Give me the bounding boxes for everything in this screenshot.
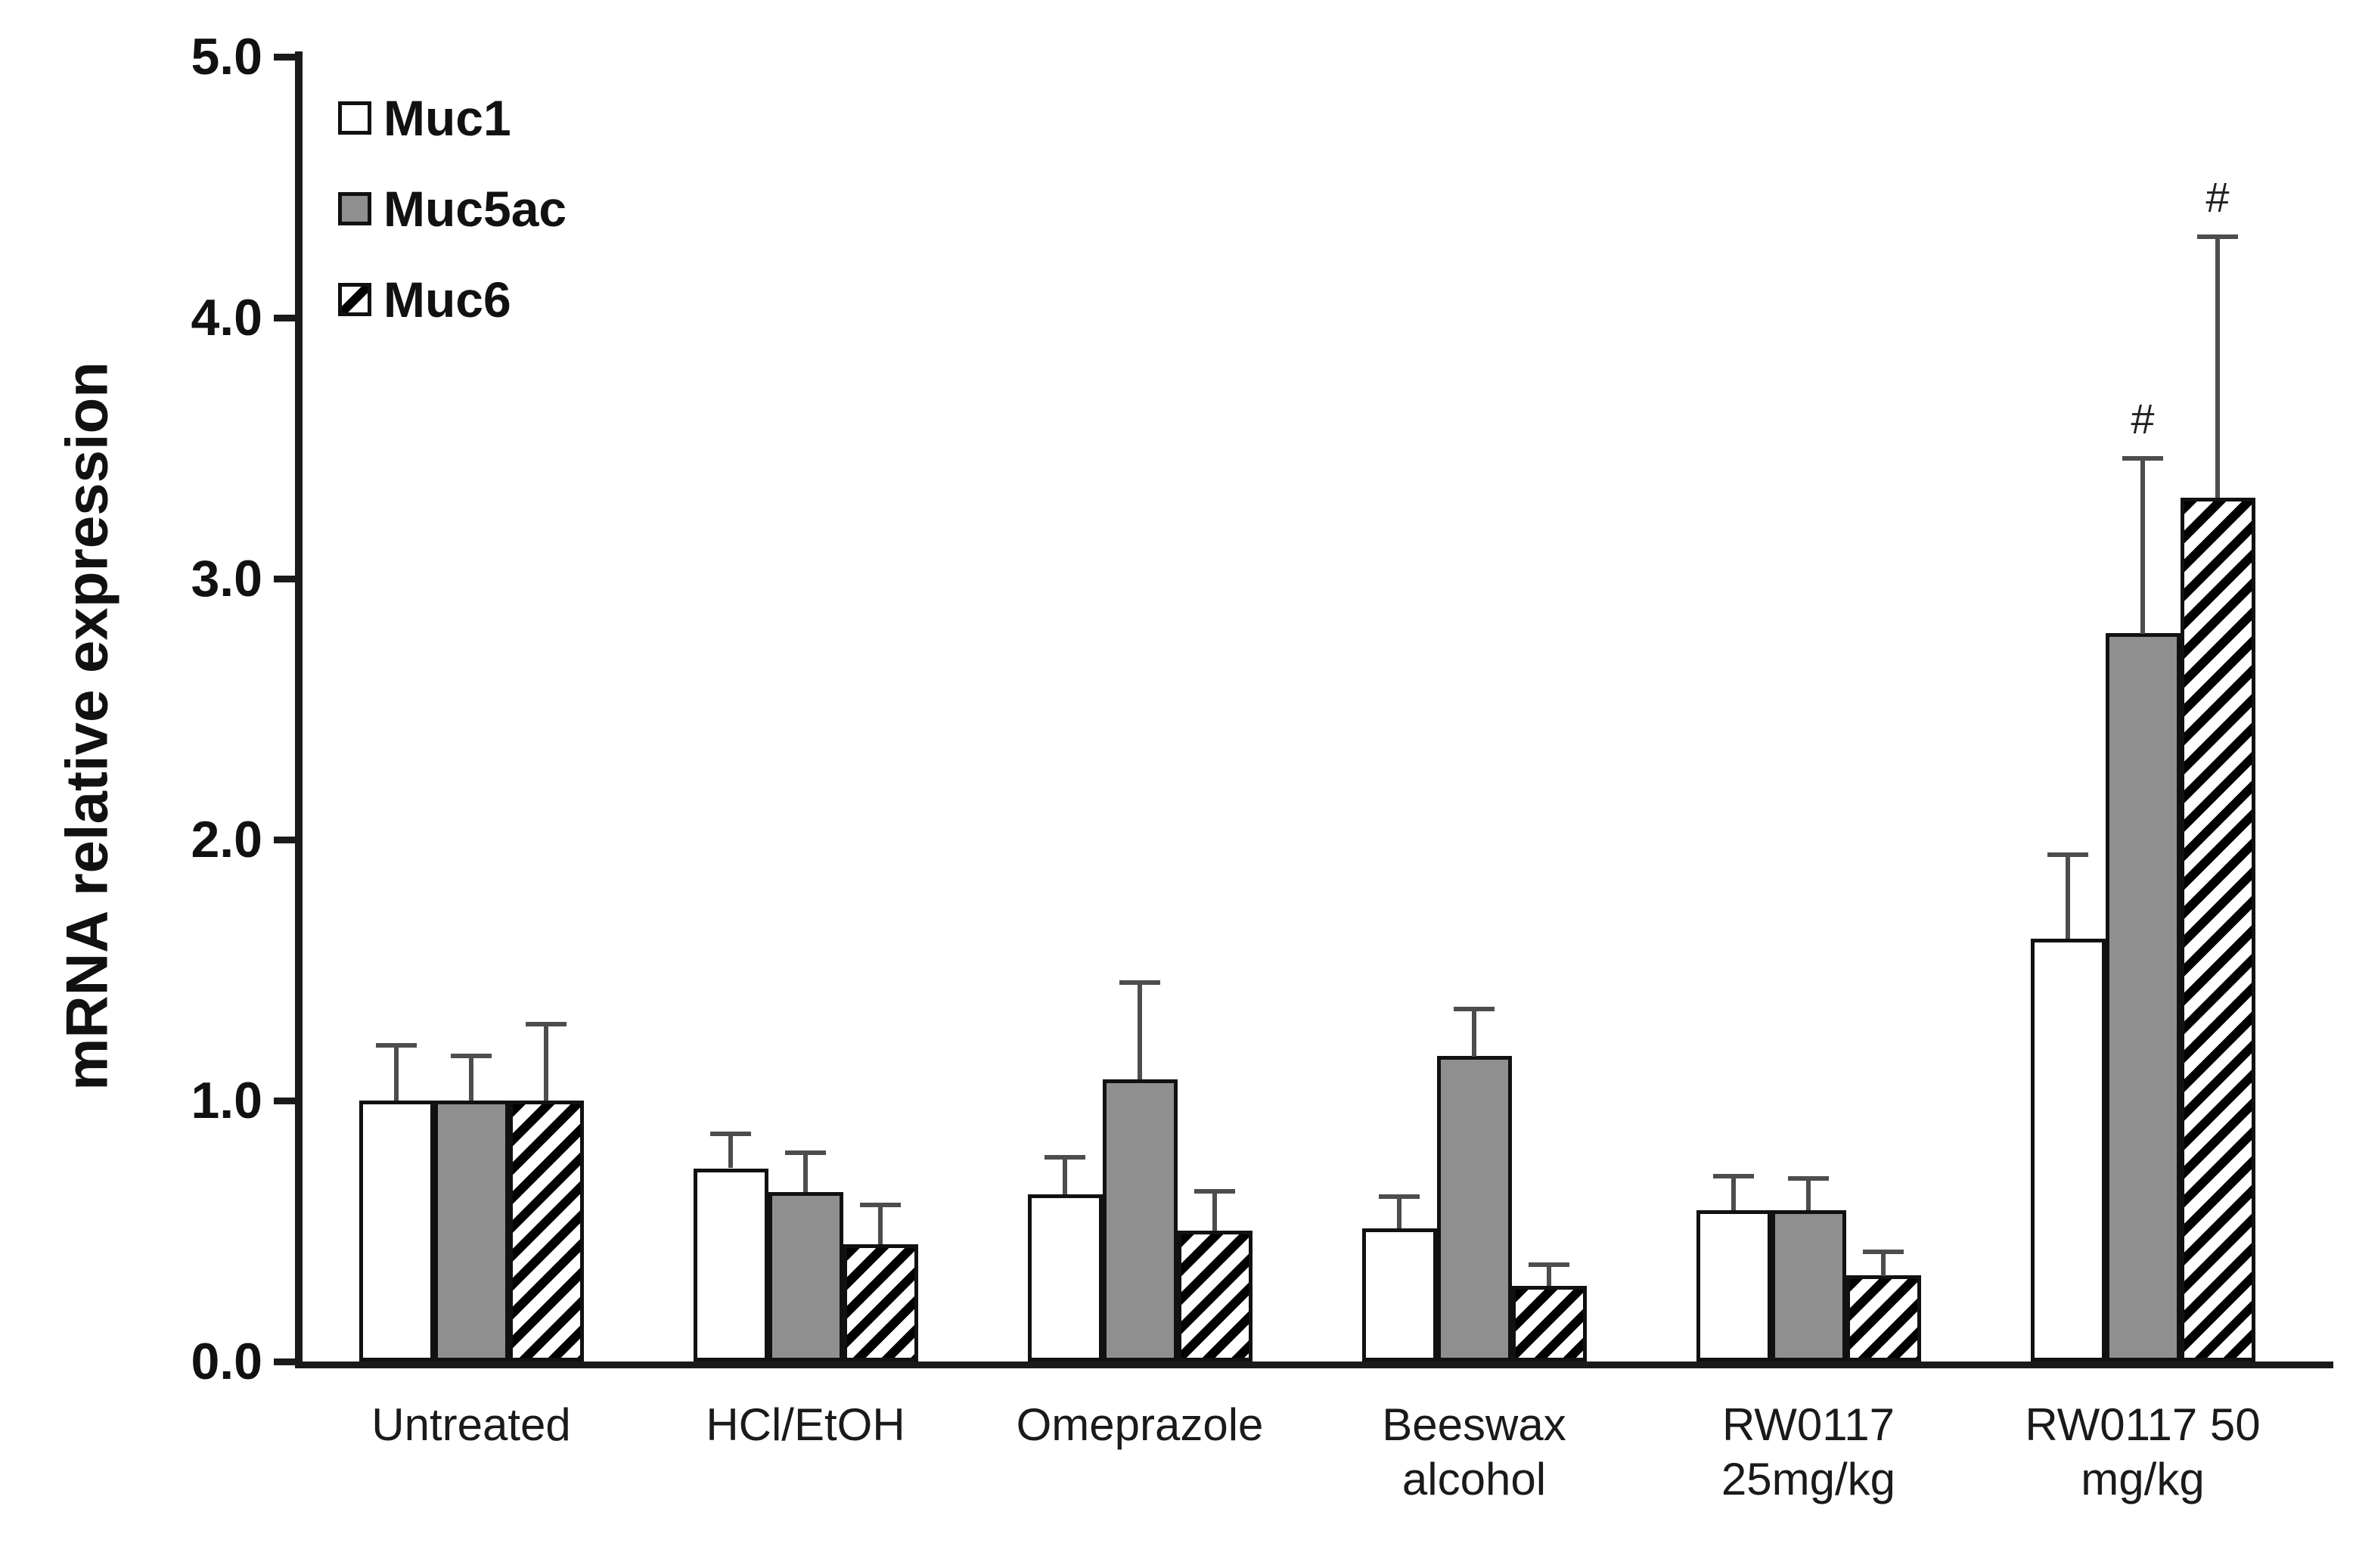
bar-muc5ac-6: [2105, 633, 2181, 1362]
error-bar-cap: [376, 1043, 417, 1048]
error-bar-cap: [785, 1150, 826, 1155]
x-axis-label-3: Omeprazole: [966, 1398, 1314, 1452]
bar-muc1-3: [1027, 1194, 1103, 1362]
y-tick-mark: [274, 576, 303, 582]
error-bar-stem: [1138, 980, 1142, 1079]
error-bar-cap: [1379, 1194, 1420, 1199]
error-bar-stem: [1472, 1007, 1476, 1057]
y-tick-mark: [274, 837, 303, 843]
error-bar-cap: [451, 1054, 492, 1058]
y-axis-line: [295, 51, 303, 1368]
y-tick-label: 0.0: [191, 1333, 262, 1390]
error-bar-cap: [526, 1022, 566, 1026]
y-tick-label: 1.0: [191, 1072, 262, 1129]
error-bar-stem: [544, 1022, 548, 1101]
x-axis-label-1: Untreated: [297, 1398, 645, 1452]
error-bar-stem: [1547, 1262, 1551, 1286]
error-bar-stem: [1806, 1176, 1811, 1210]
error-bar-stem: [1397, 1194, 1401, 1228]
bar-muc6-3: [1177, 1231, 1252, 1362]
error-bar-stem: [394, 1043, 399, 1101]
x-axis-label-line: alcohol: [1401, 1454, 1547, 1504]
bar-muc5ac-4: [1436, 1056, 1512, 1362]
legend-item-muc1: Muc1: [338, 89, 511, 147]
legend-label: Muc5ac: [383, 181, 567, 237]
error-bar-cap: [1194, 1189, 1235, 1194]
bar-muc1-1: [359, 1101, 434, 1362]
y-tick-label: 2.0: [191, 811, 262, 868]
error-bar-cap: [1454, 1007, 1495, 1011]
error-bar-stem: [2140, 456, 2145, 634]
x-axis-label-line: 25mg/kg: [1721, 1454, 1896, 1504]
bar-muc6-4: [1511, 1286, 1587, 1362]
x-axis-label-line: Beeswax: [1382, 1399, 1566, 1450]
bar-muc1-4: [1361, 1228, 1437, 1362]
error-bar-stem: [469, 1054, 473, 1101]
x-axis-label-4: Beeswax alcohol: [1300, 1398, 1648, 1507]
x-axis-label-line: RW0117: [1722, 1399, 1895, 1450]
legend-item-muc5ac: Muc5ac: [338, 180, 566, 238]
bar-muc1-5: [1696, 1210, 1771, 1362]
y-tick-mark: [274, 1098, 303, 1104]
error-bar-cap: [2047, 852, 2088, 857]
error-bar-cap: [1788, 1176, 1829, 1181]
bar-muc6-6: [2180, 498, 2255, 1362]
legend-label: Muc1: [383, 90, 511, 146]
error-bar-stem: [1881, 1250, 1886, 1276]
error-bar-cap: [860, 1203, 901, 1207]
y-tick-label: 3.0: [191, 550, 262, 607]
error-bar-cap: [1045, 1155, 1085, 1160]
x-axis-label-line: Untreated: [371, 1399, 571, 1450]
bar-muc6-5: [1845, 1275, 1921, 1362]
error-bar-stem: [1212, 1189, 1217, 1231]
legend-swatch-solid-icon: [338, 101, 371, 135]
error-bar-stem: [878, 1203, 883, 1244]
bar-muc5ac-3: [1102, 1079, 1178, 1362]
x-axis-label-5: RW0117 25mg/kg: [1634, 1398, 1982, 1507]
error-bar-cap: [1119, 980, 1160, 985]
bar-muc5ac-5: [1771, 1210, 1846, 1362]
x-axis-label-6: RW0117 50 mg/kg: [1969, 1398, 2317, 1507]
error-bar-stem: [728, 1132, 733, 1168]
x-axis-label-line: RW0117 50: [2025, 1399, 2261, 1450]
error-bar-stem: [2215, 234, 2220, 498]
y-tick-mark: [274, 315, 303, 321]
y-tick-mark: [274, 54, 303, 61]
y-tick-label: 5.0: [191, 28, 262, 85]
bar-muc5ac-1: [433, 1101, 509, 1362]
x-axis-label-2: HCl/EtOH: [632, 1398, 979, 1452]
error-bar-cap: [1529, 1262, 1569, 1267]
y-tick-label: 4.0: [191, 289, 262, 346]
bar-muc1-6: [2030, 939, 2106, 1362]
error-bar-stem: [1731, 1174, 1736, 1210]
x-axis-label-line: HCl/EtOH: [706, 1399, 905, 1450]
bar-muc6-1: [508, 1101, 584, 1362]
significance-mark: #: [2205, 173, 2230, 221]
x-axis-label-line: Omeprazole: [1016, 1399, 1264, 1450]
error-bar-stem: [803, 1150, 808, 1192]
error-bar-cap: [2122, 456, 2163, 461]
error-bar-cap: [1713, 1174, 1754, 1178]
bar-muc6-2: [843, 1244, 918, 1362]
legend-swatch-solid-icon: [338, 192, 371, 225]
legend-item-muc6: Muc6: [338, 271, 511, 328]
bar-muc1-2: [693, 1169, 768, 1362]
y-tick-mark: [274, 1358, 303, 1365]
significance-mark: #: [2131, 395, 2155, 442]
error-bar-cap: [710, 1132, 751, 1136]
bar-muc5ac-2: [768, 1192, 843, 1362]
error-bar-cap: [2197, 234, 2238, 239]
x-axis-line: [295, 1362, 2333, 1368]
error-bar-stem: [2066, 852, 2070, 939]
legend-label: Muc6: [383, 272, 511, 328]
x-axis-label-line: mg/kg: [2081, 1454, 2205, 1504]
error-bar-cap: [1863, 1250, 1904, 1254]
legend-swatch-hatch-icon: [338, 283, 371, 316]
error-bar-stem: [1063, 1155, 1067, 1194]
